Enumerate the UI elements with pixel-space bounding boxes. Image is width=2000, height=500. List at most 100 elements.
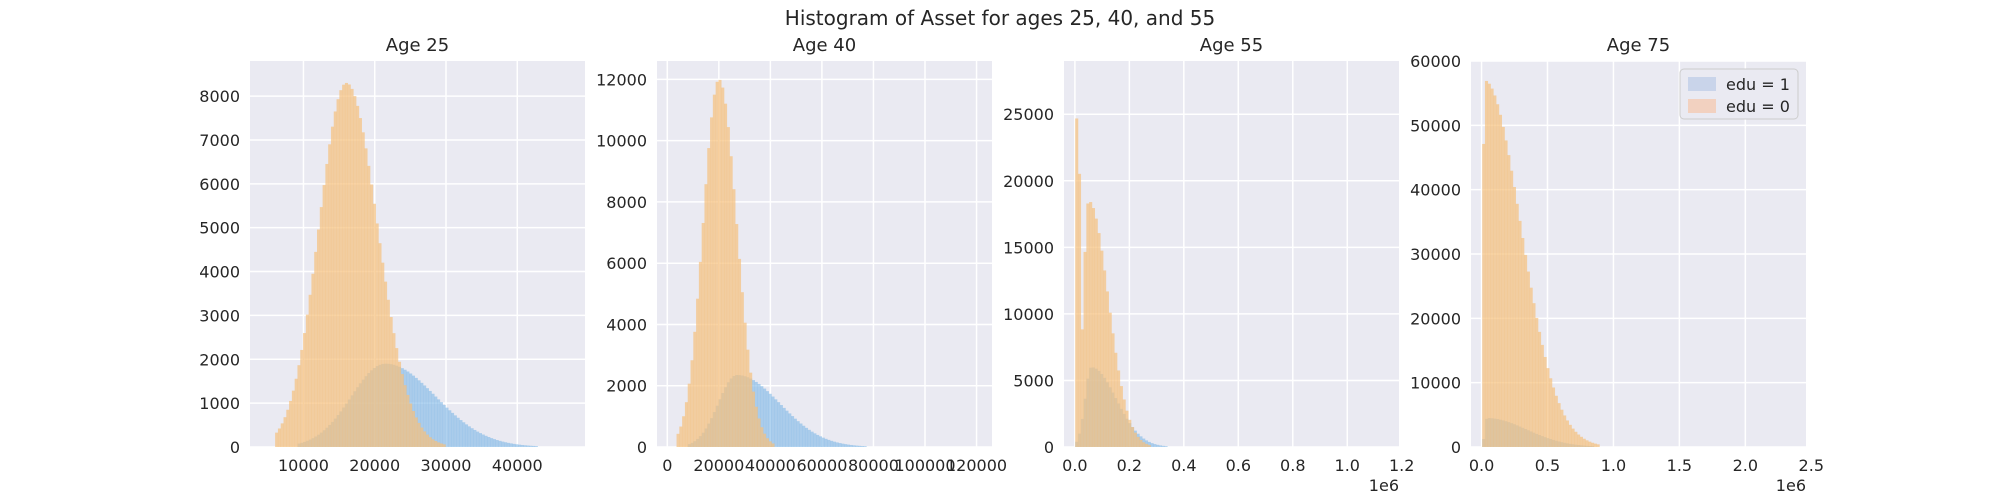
histogram-bar [855, 445, 859, 447]
histogram-bar [1510, 170, 1514, 447]
x-tick-label: 1.2 [1389, 456, 1414, 475]
histogram-bar [793, 418, 797, 447]
histogram-bar [381, 262, 385, 447]
histogram-bar [397, 361, 402, 447]
histogram-bar [425, 434, 429, 447]
histogram-bar [1554, 395, 1558, 447]
histogram-bar [495, 440, 499, 447]
x-tick-label: 10000 [278, 456, 329, 475]
x-tick-label: 0.5 [1535, 456, 1560, 475]
histogram-bar [754, 406, 758, 447]
histogram-bar [1574, 431, 1578, 447]
histogram-bar [1535, 317, 1539, 447]
y-tick-label: 7000 [199, 131, 240, 150]
histogram-bar [821, 437, 825, 447]
histogram-bar [336, 99, 340, 447]
histogram-bar [1524, 254, 1528, 447]
panel-age-55: 0.0 0.2 0.4 0.6 0.8 1.0 1.2 0 5000 10000 15000 2000… [1003, 35, 1414, 495]
histogram-bar [520, 444, 524, 447]
histogram-bar [439, 402, 443, 447]
histogram-bar [735, 224, 739, 447]
histogram-bar [515, 444, 519, 447]
histogram-bar [1496, 104, 1500, 448]
histogram-bar [372, 203, 376, 447]
histogram-bar [431, 439, 435, 447]
histogram-bar [704, 184, 708, 447]
histogram-bar [810, 431, 814, 447]
x-offset-text: 1e6 [1776, 476, 1806, 495]
histogram-bar [411, 411, 416, 447]
histogram-bar [504, 442, 508, 447]
histogram-bar [718, 79, 722, 447]
histogram-bar [1504, 140, 1508, 447]
histogram-bar [1091, 208, 1096, 447]
histogram-bar [308, 294, 312, 447]
panel-title: Age 55 [1200, 35, 1263, 56]
histogram-bar [1529, 287, 1533, 447]
y-tick-label: 10000 [596, 132, 647, 151]
histogram-bar [726, 127, 730, 448]
histogram-bar [757, 383, 761, 447]
histogram-bar [1582, 438, 1586, 447]
x-tick-label: 0.2 [1117, 456, 1142, 475]
histogram-bar [676, 433, 680, 447]
histogram-bar [863, 446, 867, 447]
histogram-bar [816, 434, 820, 447]
histogram-bar [729, 156, 733, 448]
histogram-bar [403, 385, 407, 447]
histogram-bar [1147, 444, 1151, 447]
histogram-bar [414, 417, 418, 447]
y-tick-label: 60000 [1410, 52, 1461, 71]
histogram-bar [1114, 352, 1118, 447]
histogram-bar [1131, 427, 1135, 447]
histogram-bar [1094, 218, 1098, 447]
histogram-bar [1591, 442, 1595, 447]
histogram-bar [1108, 312, 1112, 447]
histogram-bar [830, 440, 834, 447]
y-tick-label: 20000 [1410, 309, 1461, 328]
histogram-bar [835, 442, 839, 447]
histogram-bar [1560, 409, 1564, 447]
histogram-bar [1144, 443, 1149, 447]
histogram-bar [1596, 444, 1600, 447]
histogram-bar [715, 81, 719, 447]
y-tick-label: 4000 [606, 315, 647, 334]
histogram-bar [768, 441, 772, 447]
histogram-bar [386, 299, 390, 447]
histogram-bar [456, 417, 460, 447]
y-tick-label: 20000 [1003, 172, 1054, 191]
histogram-bar [492, 439, 496, 447]
histogram-bar [765, 438, 769, 447]
histogram-bar [523, 445, 527, 447]
histogram-bar [1158, 445, 1163, 447]
histogram-bar [684, 402, 689, 447]
histogram-bar [423, 431, 427, 447]
histogram-bar [490, 438, 494, 447]
histogram-bar [319, 207, 323, 447]
x-tick-label: 0 [662, 456, 672, 475]
histogram-bar [701, 222, 705, 447]
histogram-bar [297, 365, 301, 447]
histogram-bar [1156, 444, 1160, 447]
histogram-bar [1111, 333, 1115, 447]
histogram-bar [724, 103, 728, 447]
histogram-bar [802, 425, 806, 447]
histogram-bar [771, 396, 775, 447]
histogram-bar [779, 405, 783, 447]
histogram-bar [347, 84, 351, 448]
histogram-bar [473, 429, 477, 447]
histogram-bar [760, 386, 764, 447]
histogram-bar [333, 111, 337, 447]
histogram-bar [1490, 88, 1494, 447]
histogram-bar [852, 445, 856, 447]
histogram-bar [406, 394, 410, 447]
histogram-bar [807, 429, 811, 447]
histogram-bar [280, 423, 284, 447]
histogram-bar [512, 443, 516, 447]
x-tick-label: 0.4 [1171, 456, 1196, 475]
histogram-bar [687, 383, 691, 447]
histogram-bar [467, 426, 471, 447]
histogram-bar [275, 432, 279, 447]
histogram-bar [765, 391, 769, 447]
histogram-bar [325, 163, 329, 447]
